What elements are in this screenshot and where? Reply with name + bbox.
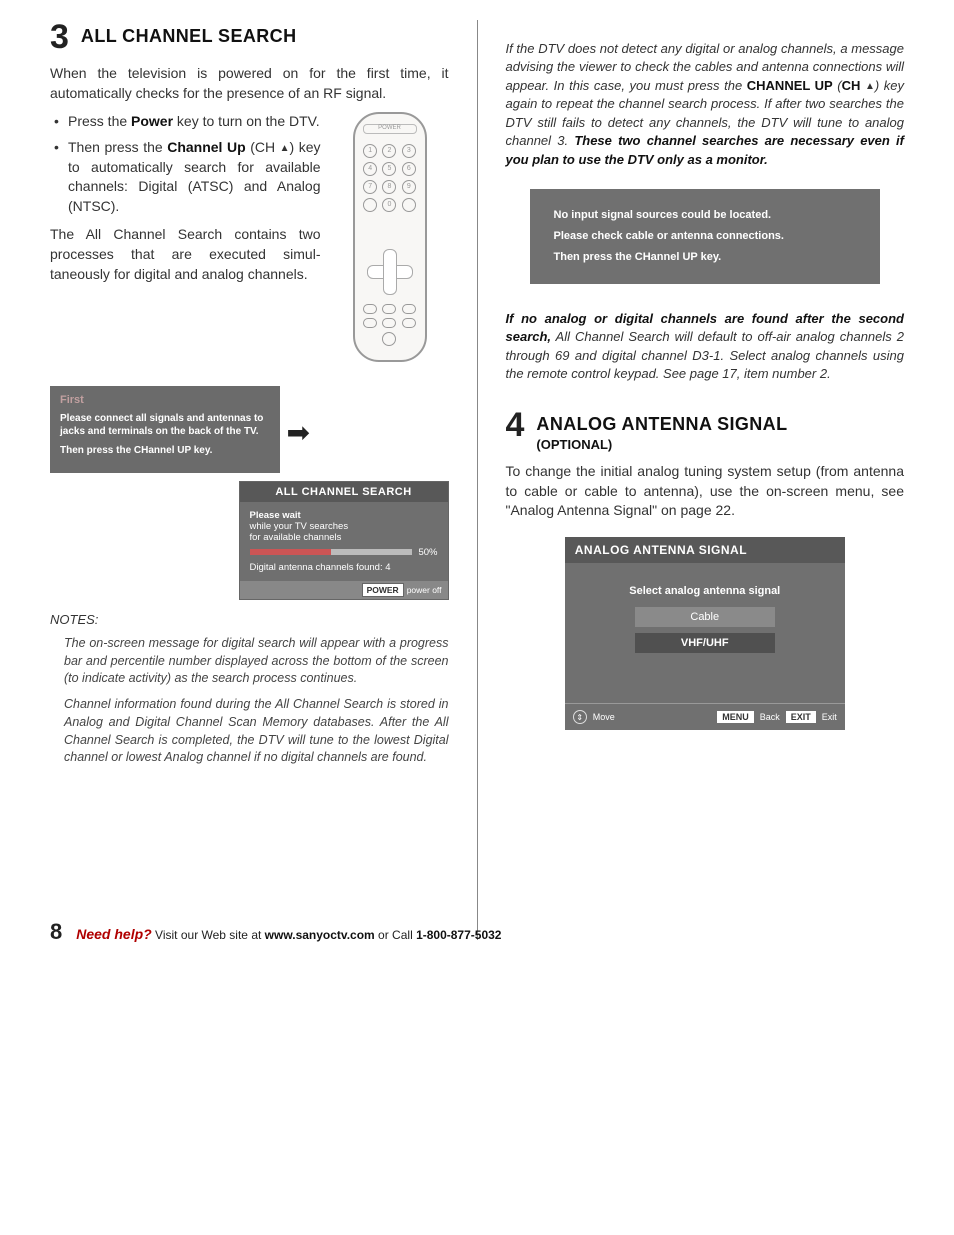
left-column: 3 ALL CHANNEL SEARCH When the television… xyxy=(50,20,449,940)
all-channel-search-box: ALL CHANNEL SEARCH Please wait while you… xyxy=(239,481,449,600)
search-box-body: Please wait while your TV searches for a… xyxy=(240,502,448,581)
remote-body: POWER 123 456 789 0 xyxy=(353,112,427,362)
option-vhf-uhf: VHF/UHF xyxy=(635,633,775,653)
exit-button: EXIT xyxy=(786,711,816,723)
search-box-title: ALL CHANNEL SEARCH xyxy=(240,482,448,502)
notes-label: NOTES: xyxy=(50,612,449,627)
first-box-line2: Then press the CHannel UP key. xyxy=(60,444,270,457)
section-4-title: ANALOG ANTENNA SIGNAL xyxy=(536,414,787,435)
menu-button: MENU xyxy=(717,711,754,723)
page-number: 8 xyxy=(50,919,62,945)
column-divider xyxy=(477,20,478,940)
remote-bottom-buttons xyxy=(363,304,417,346)
right-paragraph-1: If the DTV does not detect any digital o… xyxy=(506,40,905,169)
bullets-and-text: Press the Power key to turn on the DTV. … xyxy=(50,112,321,372)
note-2: Channel information found during the All… xyxy=(50,696,449,767)
section-4: 4 ANALOG ANTENNA SIGNAL (OPTIONAL) To ch… xyxy=(506,408,905,731)
first-box-line1: Please connect all signals and antennas … xyxy=(60,412,270,438)
remote-illustration: POWER 123 456 789 0 xyxy=(329,112,449,372)
remote-dpad xyxy=(367,249,413,295)
remote-top-label: POWER xyxy=(363,124,417,134)
section-4-body: To change the initial analog tuning syst… xyxy=(506,462,905,522)
section-3-header: 3 ALL CHANNEL SEARCH xyxy=(50,20,449,54)
warn-line-2: Please check cable or antenna connection… xyxy=(554,226,857,247)
right-column: If the DTV does not detect any digital o… xyxy=(506,20,905,940)
warn-line-1: No input signal sources could be located… xyxy=(554,205,857,226)
analog-box-prompt: Select analog antenna signal xyxy=(575,585,835,597)
progress-row: 50% xyxy=(250,547,438,558)
bullet-list: Press the Power key to turn on the DTV. … xyxy=(50,112,321,217)
analog-box-body: Select analog antenna signal Cable VHF/U… xyxy=(565,563,845,703)
no-signal-warning-box: No input signal sources could be located… xyxy=(530,189,881,284)
section-3-title: ALL CHANNEL SEARCH xyxy=(81,26,297,47)
page-columns: 3 ALL CHANNEL SEARCH When the television… xyxy=(50,20,904,940)
analog-box-title: ANALOG ANTENNA SIGNAL xyxy=(565,537,845,563)
first-box-head: First xyxy=(60,394,270,406)
bullet-1: Press the Power key to turn on the DTV. xyxy=(50,112,321,132)
page-footer: 8 Need help? Visit our Web site at www.s… xyxy=(50,919,501,945)
note-1: The on-screen message for digital search… xyxy=(50,635,449,688)
power-label: POWER xyxy=(362,583,404,597)
option-cable: Cable xyxy=(635,607,775,627)
remote-keypad: 123 456 789 0 xyxy=(363,144,417,212)
section-3-intro: When the television is powered on for th… xyxy=(50,64,449,104)
move-label: Move xyxy=(593,712,615,722)
first-instruction-box: First Please connect all signals and ant… xyxy=(50,386,280,473)
bullets-with-remote: Press the Power key to turn on the DTV. … xyxy=(50,112,449,372)
section-3-para2: The All Channel Search contains two proc… xyxy=(50,225,321,285)
progress-percent: 50% xyxy=(418,547,437,558)
analog-box-footer: ⇕ Move MENU Back EXIT Exit xyxy=(565,703,845,730)
right-paragraph-2: If no analog or digital channels are fou… xyxy=(506,310,905,384)
section-3-number: 3 xyxy=(50,20,69,54)
footer-text: Need help? Visit our Web site at www.san… xyxy=(76,926,501,942)
exit-label: Exit xyxy=(822,712,837,722)
arrow-down-icon: ➡ xyxy=(287,416,310,449)
warn-line-3: Then press the CHannel UP key. xyxy=(554,247,857,268)
search-box-footer: POWERpower off xyxy=(240,581,448,599)
analog-antenna-signal-box: ANALOG ANTENNA SIGNAL Select analog ante… xyxy=(565,537,845,730)
channels-found: Digital antenna channels found: 4 xyxy=(250,562,438,573)
bullet-2: Then press the Chan­nel Up (CH ▲) key to… xyxy=(50,138,321,218)
section-4-subtitle: (OPTIONAL) xyxy=(536,437,787,452)
move-arrows-icon: ⇕ xyxy=(573,710,587,724)
progress-bar xyxy=(250,549,413,555)
back-label: Back xyxy=(760,712,780,722)
section-4-number: 4 xyxy=(506,408,525,442)
section-4-header: 4 ANALOG ANTENNA SIGNAL (OPTIONAL) xyxy=(506,408,905,452)
